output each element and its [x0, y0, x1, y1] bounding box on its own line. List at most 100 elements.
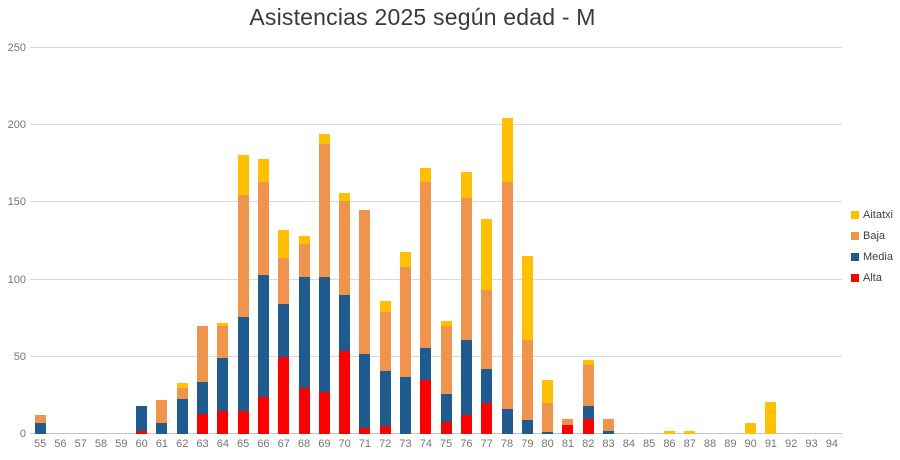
stacked-bar	[420, 168, 432, 434]
bar-segment-alta	[460, 415, 472, 434]
bar-column	[335, 193, 355, 434]
bar-segment-media	[176, 398, 188, 434]
bar-segment-aitatxi	[745, 423, 757, 434]
stacked-bar	[765, 401, 777, 434]
x-tick-label: 67	[277, 438, 290, 450]
bar-column	[30, 415, 50, 434]
bar-column	[395, 251, 415, 434]
bar-segment-baja	[339, 200, 351, 296]
stacked-bar	[339, 193, 351, 434]
stacked-bar	[521, 256, 533, 434]
bar-segment-media	[278, 304, 290, 357]
bar-segment-media	[197, 381, 209, 414]
bar-segment-media	[217, 358, 229, 411]
legend: Aitatxi Baja Media Alta	[851, 209, 893, 293]
stacked-bar	[481, 219, 493, 434]
stacked-bar	[197, 325, 209, 434]
bar-column	[477, 219, 497, 434]
bar-segment-alta	[582, 418, 594, 434]
bar-segment-baja	[379, 312, 391, 371]
bar-segment-alta	[562, 424, 574, 434]
bar-segment-aitatxi	[501, 117, 513, 183]
bar-segment-baja	[156, 400, 168, 424]
bar-segment-alta	[440, 421, 452, 434]
bar-segment-alta	[379, 426, 391, 434]
bar-column	[558, 418, 578, 434]
legend-label: Media	[863, 251, 893, 263]
x-tick-label: 68	[297, 438, 311, 450]
bar-segment-media	[298, 276, 310, 388]
bar-segment-media	[339, 295, 351, 351]
x-tick-label: 75	[440, 438, 453, 450]
bar-segment-aitatxi	[339, 193, 351, 201]
bar-segment-alta	[217, 410, 229, 434]
legend-swatch-icon	[851, 253, 859, 261]
bar-segment-alta	[481, 403, 493, 434]
bar-segment-media	[34, 423, 46, 434]
y-tick-label: 0	[19, 428, 26, 440]
bar-column	[314, 134, 334, 434]
bar-column	[578, 359, 598, 434]
bar-segment-media	[420, 347, 432, 380]
y-tick-label: 100	[7, 273, 26, 286]
bar-column	[680, 430, 700, 434]
x-tick-label: 61	[155, 438, 169, 450]
x-tick-label: 74	[419, 438, 432, 450]
x-tick-label: 93	[805, 438, 818, 450]
stacked-bar	[156, 400, 168, 434]
bar-segment-baja	[257, 182, 269, 275]
x-tick-label: 55	[34, 438, 47, 450]
gridline	[30, 355, 842, 357]
bar-segment-aitatxi	[765, 401, 777, 434]
bar-column	[253, 159, 273, 434]
y-tick-label: 150	[7, 196, 26, 209]
bar-segment-baja	[359, 210, 371, 354]
x-tick-label: 90	[744, 438, 757, 450]
bar-segment-baja	[34, 415, 46, 424]
bar-segment-aitatxi	[379, 301, 391, 313]
bar-segment-media	[257, 274, 269, 397]
bar-segment-baja	[318, 143, 330, 277]
stacked-bar	[237, 154, 249, 434]
bar-column	[456, 171, 476, 434]
stacked-bar	[359, 210, 371, 434]
x-tick-label: 88	[703, 438, 717, 450]
x-tick-label: 86	[663, 438, 676, 450]
x-tick-label: 89	[724, 438, 737, 450]
gridline	[30, 278, 842, 280]
bar-segment-baja	[582, 364, 594, 407]
bar-segment-media	[501, 409, 513, 434]
stacked-bar	[400, 251, 412, 434]
bar-segment-aitatxi	[684, 430, 696, 434]
bar-column	[294, 236, 314, 434]
bar-segment-media	[542, 432, 554, 434]
bar-column	[274, 230, 294, 434]
bar-column	[233, 154, 253, 434]
bar-segment-baja	[298, 244, 310, 277]
stacked-bar	[176, 383, 188, 434]
bar-segment-alta	[136, 430, 148, 434]
x-tick-label: 71	[358, 438, 372, 450]
bar-segment-media	[156, 423, 168, 434]
bar-segment-alta	[278, 356, 290, 434]
bar-segment-media	[460, 339, 472, 416]
bar-segment-media	[603, 430, 615, 434]
bar-segment-aitatxi	[542, 379, 554, 404]
stacked-bar	[542, 379, 554, 434]
bar-segment-baja	[176, 387, 188, 399]
x-tick-label: 78	[500, 438, 514, 450]
plot-area	[30, 47, 842, 434]
bar-segment-media	[521, 420, 533, 434]
bar-segment-baja	[197, 325, 209, 382]
legend-swatch-icon	[851, 232, 859, 240]
bar-segment-aitatxi	[663, 430, 675, 434]
bar-segment-aitatxi	[217, 322, 229, 326]
x-tick-label: 77	[480, 438, 493, 450]
chart-title: Asistencias 2025 según edad - M	[249, 4, 596, 30]
bar-column	[192, 325, 212, 434]
legend-label: Aitatxi	[863, 209, 893, 221]
stacked-bar	[278, 230, 290, 434]
stacked-bar	[501, 117, 513, 434]
stacked-bar	[318, 134, 330, 434]
x-tick-label: 57	[74, 438, 87, 450]
